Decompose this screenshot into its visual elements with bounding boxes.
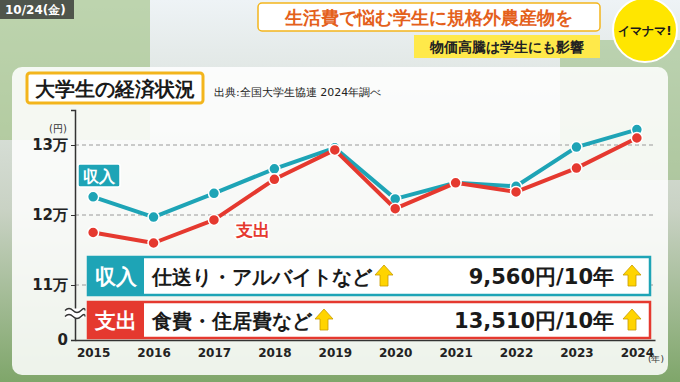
logo-text: イマナマ! bbox=[618, 24, 671, 38]
up-arrow bbox=[375, 265, 393, 286]
x-tick-label: 2022 bbox=[500, 346, 533, 360]
annotation-tag-bg bbox=[88, 257, 144, 295]
subheadline: 物価高騰は学生にも影響 bbox=[429, 39, 584, 55]
y-tick-mark bbox=[71, 145, 75, 146]
series-point bbox=[631, 133, 642, 144]
series-point bbox=[269, 163, 280, 174]
x-tick-label: 2016 bbox=[137, 346, 170, 360]
series-point bbox=[329, 144, 340, 155]
canvas-svg: 10/24(金) 生活費で悩む学生に規格外農産物を物価高騰は学生にも影響 イマナマ!… bbox=[0, 0, 680, 382]
series-point bbox=[390, 203, 401, 214]
x-tick: 2019 bbox=[319, 340, 352, 360]
x-tick-label: 2021 bbox=[439, 346, 472, 360]
series-line bbox=[93, 138, 637, 243]
x-axis: 2015201620172018201920202021202220232024 bbox=[76, 340, 656, 360]
y-tick-label: 12万 bbox=[32, 206, 68, 224]
grid-line bbox=[75, 145, 655, 146]
headline-box bbox=[258, 3, 600, 31]
chart-subtitle: 出典:全国大学生協連 2024年調べ bbox=[214, 86, 381, 99]
y-axis-line bbox=[71, 111, 76, 341]
series-point bbox=[269, 174, 280, 185]
x-tick: 2018 bbox=[258, 340, 291, 360]
y-tick-label: 0 bbox=[58, 331, 68, 349]
y-tick-mark bbox=[71, 340, 75, 341]
series-point bbox=[450, 177, 461, 188]
series-point bbox=[208, 188, 219, 199]
x-axis-title: (年) bbox=[648, 354, 664, 364]
axis-break-wave bbox=[65, 309, 85, 313]
series-point bbox=[450, 177, 461, 188]
y-axis-title: (円) bbox=[49, 123, 67, 134]
series-label-box bbox=[78, 164, 120, 187]
x-tick: 2021 bbox=[439, 340, 472, 360]
up-arrow bbox=[315, 309, 333, 330]
annotation-tag: 収入 bbox=[95, 265, 138, 289]
x-tick-label: 2018 bbox=[258, 346, 291, 360]
series-point bbox=[148, 212, 159, 223]
y-tick-label: 11万 bbox=[32, 276, 68, 294]
series-label: 支出 bbox=[235, 220, 270, 240]
y-tick-mark bbox=[71, 215, 75, 216]
y-tick: 12万 bbox=[32, 206, 75, 224]
title-box bbox=[27, 73, 203, 103]
x-tick: 2022 bbox=[500, 340, 533, 360]
series-line bbox=[93, 130, 637, 218]
annotation-box: 支出食費・住居費など 13,510円/10年 bbox=[88, 302, 650, 338]
annotation-tag-bg bbox=[88, 302, 144, 338]
y-tick: 11万 bbox=[32, 276, 75, 294]
series-point bbox=[571, 163, 582, 174]
chart-panel bbox=[12, 67, 668, 375]
series-point bbox=[88, 227, 99, 238]
x-tick: 2020 bbox=[379, 340, 412, 360]
headline: 生活費で悩む学生に規格外農産物を bbox=[284, 7, 573, 28]
annotation-frame bbox=[88, 302, 650, 338]
chart-title: 大学生の経済状況 bbox=[35, 77, 195, 101]
series-point bbox=[511, 186, 522, 197]
annotation-text: 食費・住居費など bbox=[151, 309, 313, 333]
annotation-text: 仕送り・アルバイトなど bbox=[151, 265, 373, 289]
series-point bbox=[208, 214, 219, 225]
logo-circle bbox=[613, 0, 677, 62]
series-point bbox=[148, 238, 159, 249]
y-tick: 0 bbox=[58, 331, 75, 349]
y-tick: 13万 bbox=[32, 136, 75, 154]
annotation-frame bbox=[88, 257, 650, 295]
date-bg bbox=[0, 0, 74, 19]
x-tick: 2017 bbox=[198, 340, 231, 360]
annotation-tag: 支出 bbox=[94, 309, 137, 333]
series-point bbox=[571, 142, 582, 153]
x-tick-label: 2015 bbox=[77, 346, 110, 360]
date-text: 10/24(金) bbox=[5, 3, 66, 17]
x-tick: 2016 bbox=[137, 340, 170, 360]
up-arrow bbox=[623, 265, 641, 286]
annotation-amount: 13,510円/10年 bbox=[454, 309, 614, 333]
x-tick-label: 2023 bbox=[560, 346, 593, 360]
x-axis-line bbox=[76, 340, 656, 342]
series-1 bbox=[88, 133, 643, 249]
axis-break bbox=[65, 309, 85, 319]
y-tick-label: 13万 bbox=[32, 136, 68, 154]
subheadline-box bbox=[414, 35, 600, 58]
series-point bbox=[88, 191, 99, 202]
x-tick-label: 2020 bbox=[379, 346, 412, 360]
x-tick-label: 2019 bbox=[319, 346, 352, 360]
x-tick-label: 2017 bbox=[198, 346, 231, 360]
annotation-amount: 9,560円/10年 bbox=[469, 265, 614, 289]
background bbox=[0, 0, 680, 382]
x-tick: 2023 bbox=[560, 340, 593, 360]
annotation-box: 収入仕送り・アルバイトなど 9,560円/10年 bbox=[88, 257, 650, 295]
series-label: 収入 bbox=[83, 167, 116, 186]
plot-area bbox=[88, 124, 643, 248]
axis-break-gap bbox=[66, 309, 84, 319]
axis-break-wave bbox=[65, 315, 85, 319]
chart-root: 10/24(金) 生活費で悩む学生に規格外農産物を物価高騰は学生にも影響 イマナマ!… bbox=[0, 0, 680, 382]
x-tick: 2015 bbox=[77, 340, 110, 360]
up-arrow bbox=[623, 309, 641, 330]
y-tick-mark bbox=[71, 285, 75, 286]
